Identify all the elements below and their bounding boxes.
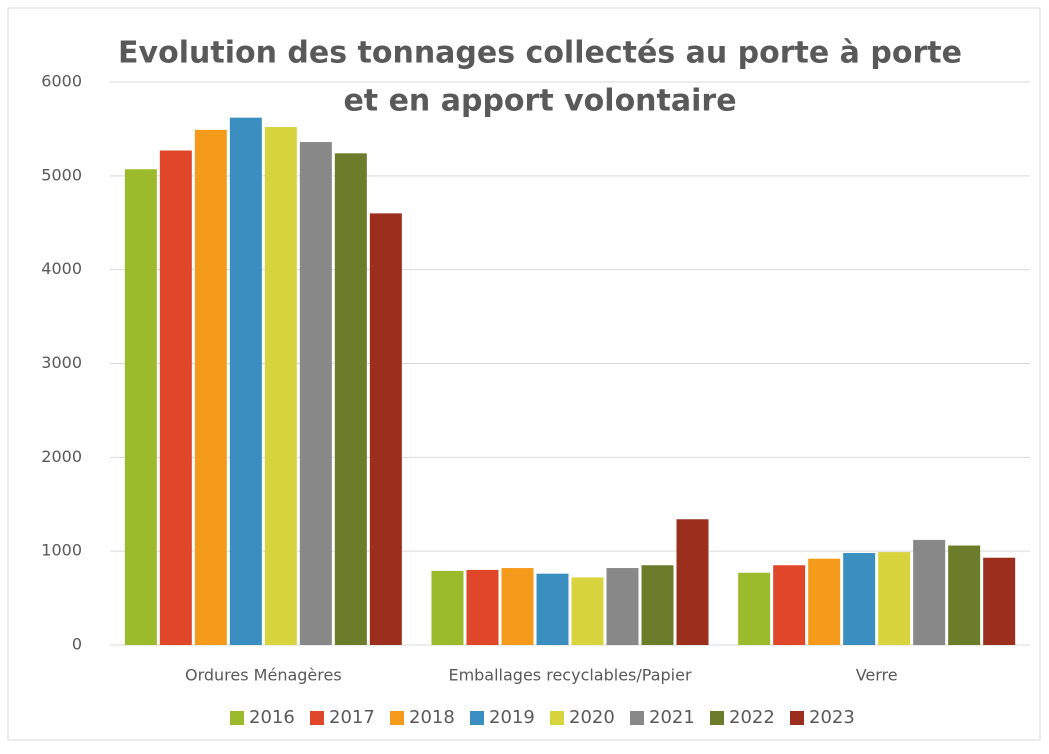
bar: [773, 565, 806, 645]
x-tick-label: Ordures Ménagères: [185, 666, 342, 685]
legend-swatch: [390, 711, 404, 725]
y-tick-label: 1000: [41, 541, 82, 560]
bar: [501, 568, 534, 645]
bar: [369, 213, 402, 645]
bar: [299, 142, 332, 645]
y-tick-label: 3000: [41, 353, 82, 372]
legend-swatch: [470, 711, 484, 725]
bar: [229, 117, 262, 645]
legend-swatch: [550, 711, 564, 725]
bar: [948, 545, 981, 645]
bar: [641, 565, 674, 645]
bar: [536, 573, 569, 645]
bar: [466, 569, 499, 645]
bar: [334, 153, 367, 645]
legend-label: 2016: [249, 707, 295, 728]
bar: [878, 552, 911, 645]
bar: [159, 150, 192, 645]
legend-label: 2022: [729, 707, 775, 728]
bar: [808, 558, 841, 645]
y-tick-label: 5000: [41, 165, 82, 184]
x-tick-label: Emballages recyclables/Papier: [448, 666, 692, 685]
bar: [676, 519, 709, 645]
y-tick-label: 6000: [41, 72, 82, 91]
bar: [431, 570, 464, 645]
legend-swatch: [710, 711, 724, 725]
bar: [843, 553, 876, 645]
legend-label: 2021: [649, 707, 695, 728]
legend-label: 2018: [409, 707, 455, 728]
legend-label: 2020: [569, 707, 615, 728]
y-tick-label: 0: [72, 635, 82, 654]
legend-swatch: [790, 711, 804, 725]
bar: [983, 557, 1016, 645]
bar: [738, 572, 771, 645]
bar: [606, 568, 639, 645]
bar: [194, 129, 227, 646]
legend-label: 2019: [489, 707, 535, 728]
legend-swatch: [230, 711, 244, 725]
y-tick-label: 2000: [41, 447, 82, 466]
legend-swatch: [310, 711, 324, 725]
legend-label: 2023: [809, 707, 855, 728]
legend-label: 2017: [329, 707, 375, 728]
bar: [124, 169, 157, 645]
bar: [571, 577, 604, 645]
y-tick-label: 4000: [41, 259, 82, 278]
chart-title: et en apport volontaire: [343, 84, 736, 119]
bar: [913, 539, 946, 645]
chart-title: Evolution des tonnages collectés au port…: [118, 36, 962, 71]
x-tick-label: Verre: [856, 666, 898, 685]
bar: [264, 127, 297, 646]
legend-swatch: [630, 711, 644, 725]
